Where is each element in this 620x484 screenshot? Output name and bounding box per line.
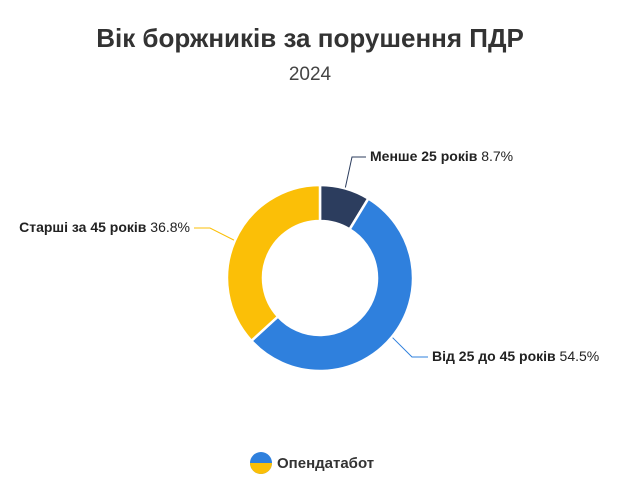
data-label: Від 25 до 45 років 54.5% <box>432 348 599 364</box>
value-label: 54.5% <box>560 348 600 364</box>
value-label: 36.8% <box>150 219 190 235</box>
category-label: Старші за 45 років <box>19 219 147 235</box>
data-label: Менше 25 років 8.7% <box>370 148 513 164</box>
brand-name: Опендатабот <box>277 455 374 472</box>
brand-logo <box>250 452 272 474</box>
chart-title: Вік боржників за порушення ПДР <box>96 23 524 53</box>
leader-line <box>344 156 366 188</box>
data-label: Старші за 45 років 36.8% <box>19 219 190 235</box>
leader-line <box>194 227 235 241</box>
donut-segment <box>250 197 415 373</box>
donut-segment <box>225 183 322 343</box>
category-label: Менше 25 років <box>370 148 478 164</box>
chart-subtitle: 2024 <box>289 64 332 85</box>
value-label: 8.7% <box>481 148 513 164</box>
category-label: Від 25 до 45 років <box>432 348 556 364</box>
leader-line <box>392 337 428 358</box>
